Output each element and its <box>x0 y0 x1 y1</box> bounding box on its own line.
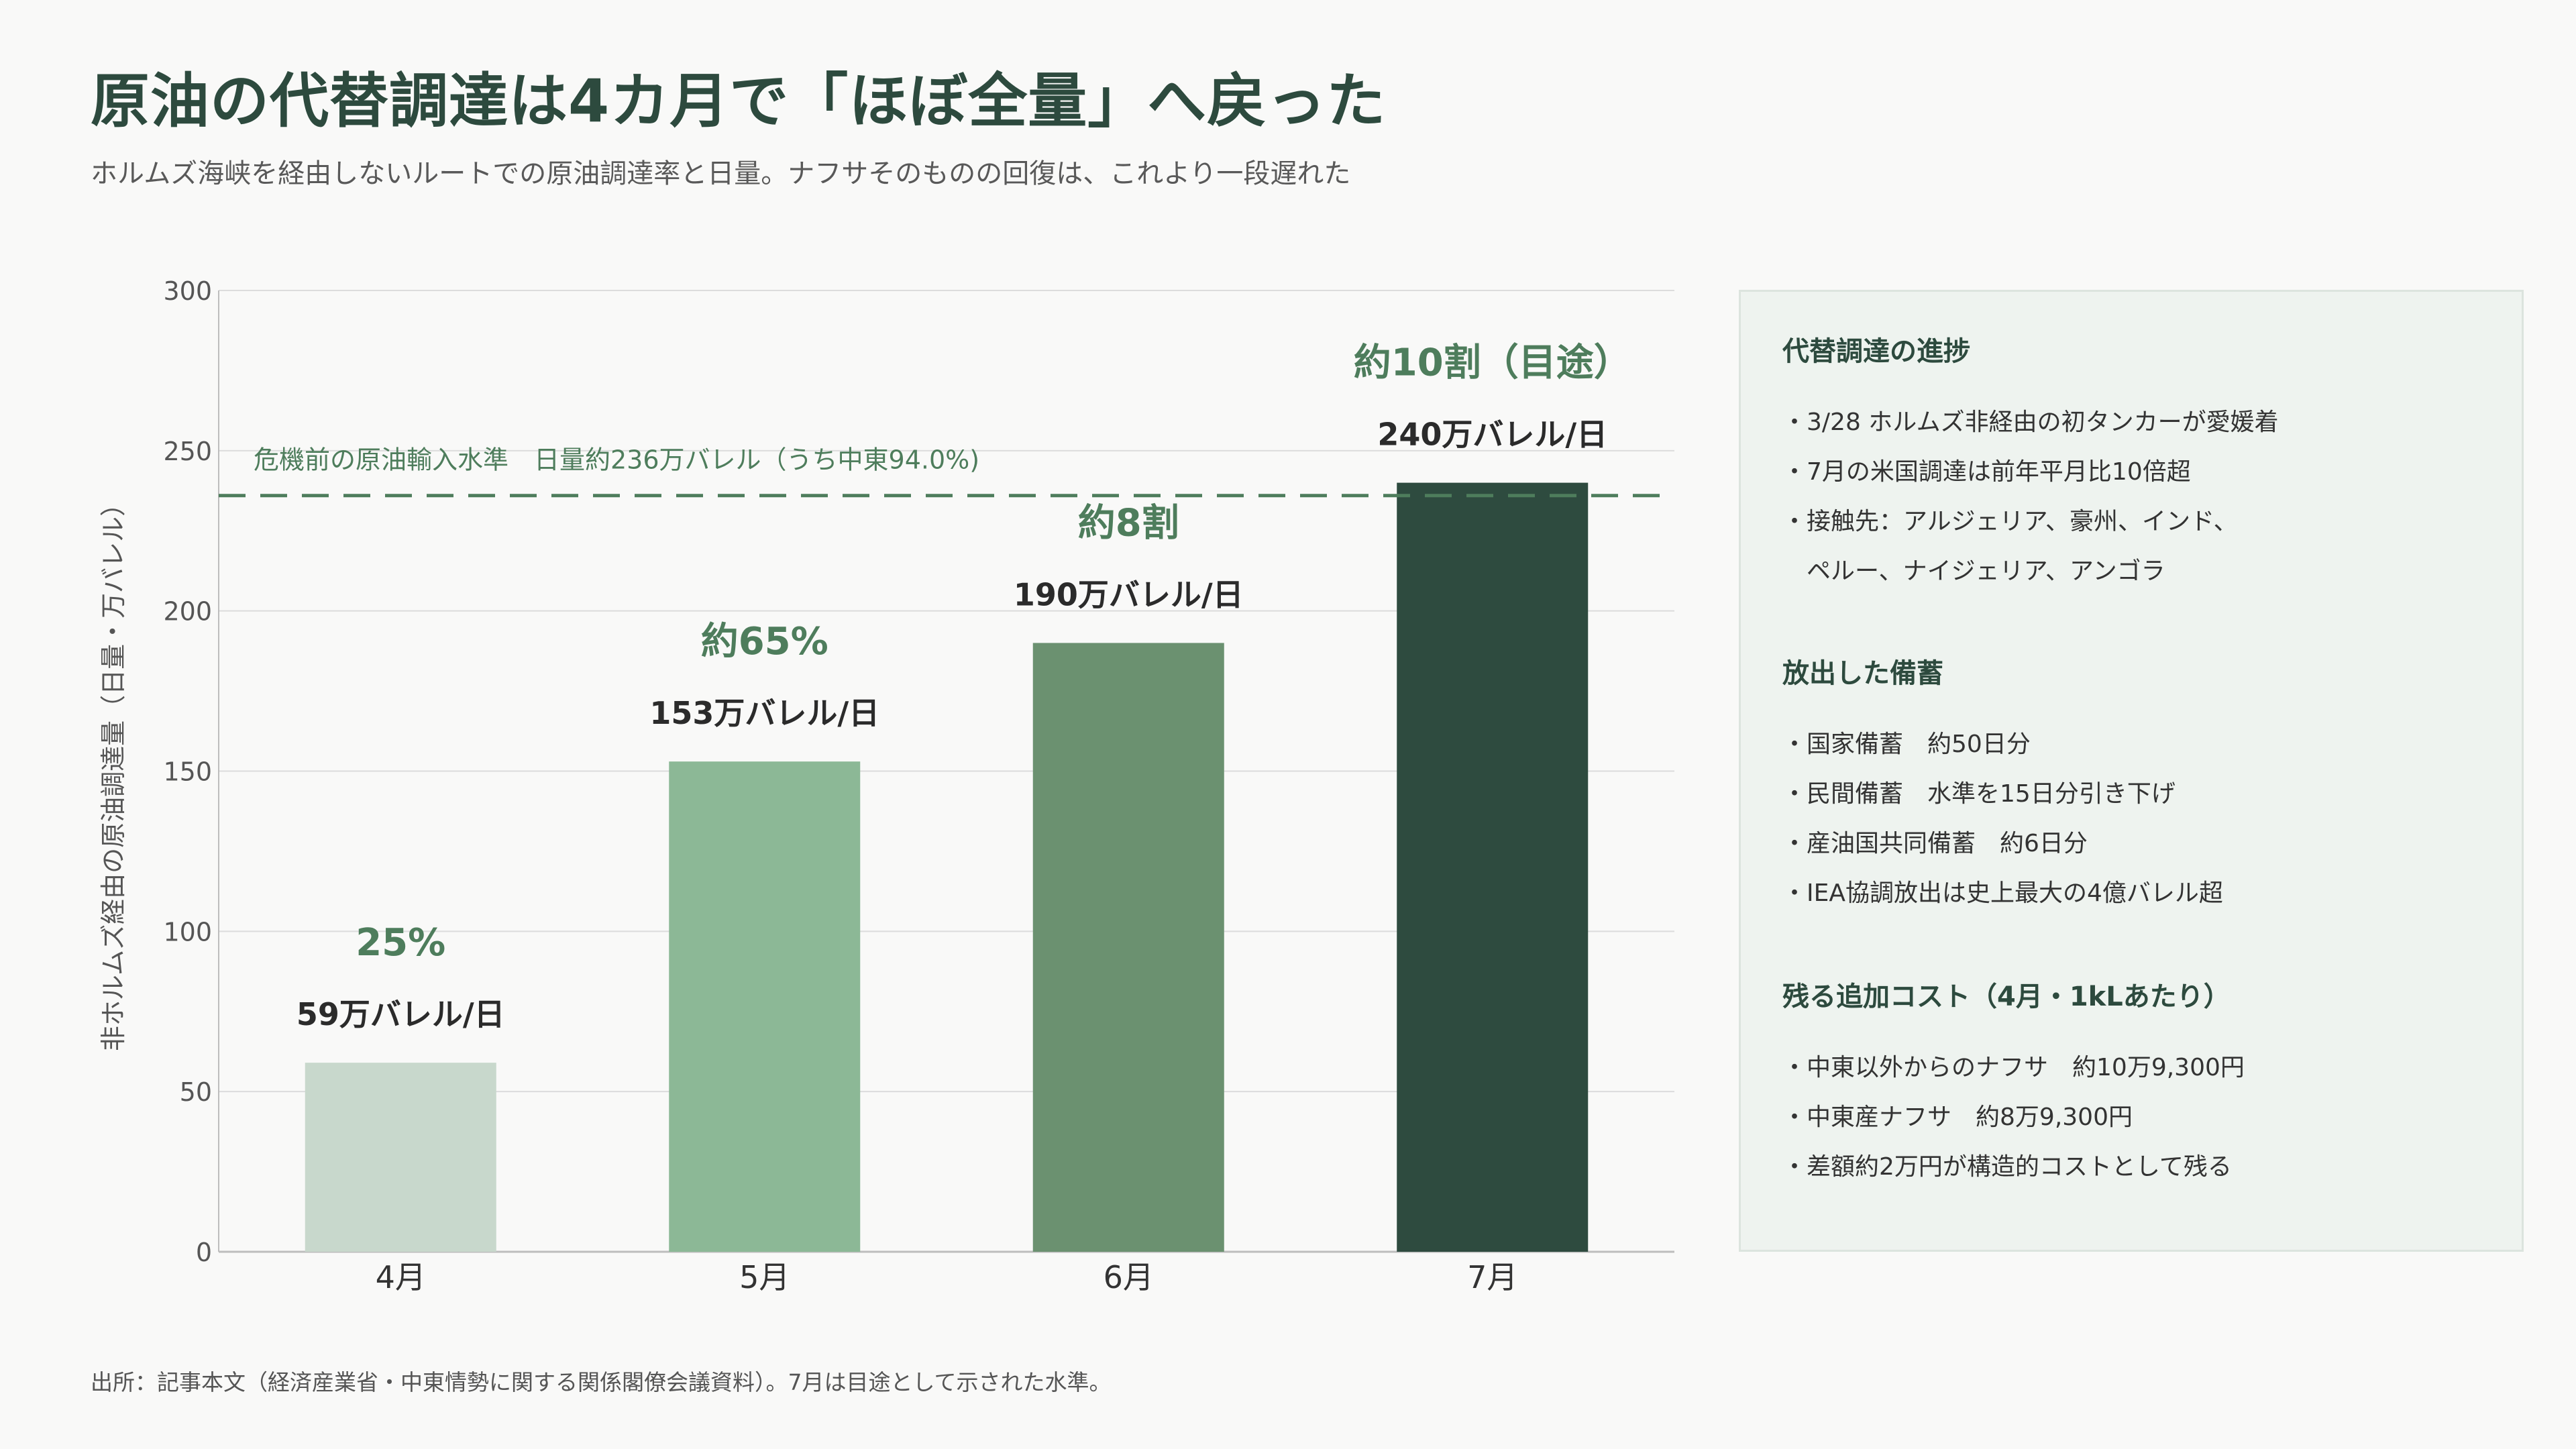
source-footnote: 出所：記事本文（経済産業省・中東情勢に関する関係閣僚会議資料）。7月は目途として… <box>91 1369 1112 1395</box>
panel-section-reserves: 放出した備蓄 国家備蓄 約50日分 民間備蓄 水準を15日分引き下げ 産油国共同… <box>1782 651 2223 918</box>
bar-ratio-label: 25% <box>356 921 445 965</box>
list-item: 国家備蓄 約50日分 <box>1782 720 2223 769</box>
bar-ratio-label: 約8割 <box>1078 501 1179 545</box>
list-item: 7月の米国調達は前年平月比10倍超 <box>1782 447 2279 497</box>
info-panel: 代替調達の進捗 3/28 ホルムズ非経由の初タンカーが愛媛着 7月の米国調達は前… <box>1739 290 2524 1252</box>
reference-line-label: 危機前の原油輸入水準 日量約236万バレル（うち中東94.0%) <box>254 445 979 475</box>
panel-heading-costs: 残る追加コスト（4月・1kLあたり） <box>1782 981 2231 1012</box>
panel-list-costs: 中東以外からのナフサ 約10万9,300円 中東産ナフサ 約8万9,300円 差… <box>1782 1043 2245 1192</box>
y-tick-label: 200 <box>163 597 212 627</box>
panel-list-progress: 3/28 ホルムズ非経由の初タンカーが愛媛着 7月の米国調達は前年平月比10倍超… <box>1782 398 2279 596</box>
x-tick-label: 4月 <box>376 1259 426 1295</box>
y-tick-label: 50 <box>180 1077 212 1107</box>
list-item: 3/28 ホルムズ非経由の初タンカーが愛媛着 <box>1782 398 2279 447</box>
list-item: 差額約2万円が構造的コストとして残る <box>1782 1142 2245 1192</box>
list-item: 中東産ナフサ 約8万9,300円 <box>1782 1093 2245 1142</box>
x-tick-label: 7月 <box>1467 1259 1517 1295</box>
panel-list-reserves: 国家備蓄 約50日分 民間備蓄 水準を15日分引き下げ 産油国共同備蓄 約6日分… <box>1782 720 2223 918</box>
bar-value-label: 153万バレル/日 <box>649 695 879 731</box>
bar-1 <box>305 1063 496 1252</box>
page-title: 原油の代替調達は4カ月で「ほぼ全量」へ戻った <box>91 66 1387 136</box>
x-tick-label: 6月 <box>1104 1259 1154 1295</box>
page-subtitle: ホルムズ海峡を経由しないルートでの原油調達率と日量。ナフサそのものの回復は、これ… <box>91 158 1351 189</box>
y-tick-label: 150 <box>163 757 212 787</box>
y-tick-label: 0 <box>196 1238 212 1267</box>
bar-chart: 0 50 100 150 200 250 300 非ホルムズ経由の原油調達量（日量・万バレル）… <box>99 276 1674 1295</box>
list-item: 中東以外からのナフサ 約10万9,300円 <box>1782 1043 2245 1093</box>
list-item: IEA協調放出は史上最大の4億バレル超 <box>1782 869 2223 918</box>
x-tick-label: 5月 <box>739 1259 790 1295</box>
bar-value-label: 240万バレル/日 <box>1377 417 1607 453</box>
bar-2 <box>669 761 861 1252</box>
panel-heading-reserves: 放出した備蓄 <box>1782 658 1943 689</box>
bar-4 <box>1397 482 1589 1252</box>
panel-section-progress: 代替調達の進捗 3/28 ホルムズ非経由の初タンカーが愛媛着 7月の米国調達は前… <box>1782 329 2279 596</box>
y-tick-label: 300 <box>163 276 212 306</box>
y-tick-label: 100 <box>163 917 212 947</box>
list-item: ペルー、ナイジェリア、アンゴラ <box>1807 557 2165 585</box>
bar-value-label: 190万バレル/日 <box>1014 576 1244 612</box>
bar-ratio-label: 約65% <box>701 620 828 663</box>
bar-3 <box>1032 643 1224 1252</box>
y-tick-label: 250 <box>163 437 212 466</box>
list-item: 民間備蓄 水準を15日分引き下げ <box>1782 769 2223 819</box>
bar-value-label: 59万バレル/日 <box>297 996 505 1032</box>
panel-heading-progress: 代替調達の進捗 <box>1782 336 1970 367</box>
list-item: 産油国共同備蓄 約6日分 <box>1782 819 2223 869</box>
bar-ratio-label: 約10割（目途） <box>1354 341 1631 385</box>
panel-section-costs: 残る追加コスト（4月・1kLあたり） 中東以外からのナフサ 約10万9,300円… <box>1782 975 2245 1192</box>
y-axis-title: 非ホルムズ経由の原油調達量（日量・万バレル） <box>99 491 128 1051</box>
list-item: 接触先：アルジェリア、豪州、インド、 <box>1782 497 2279 547</box>
